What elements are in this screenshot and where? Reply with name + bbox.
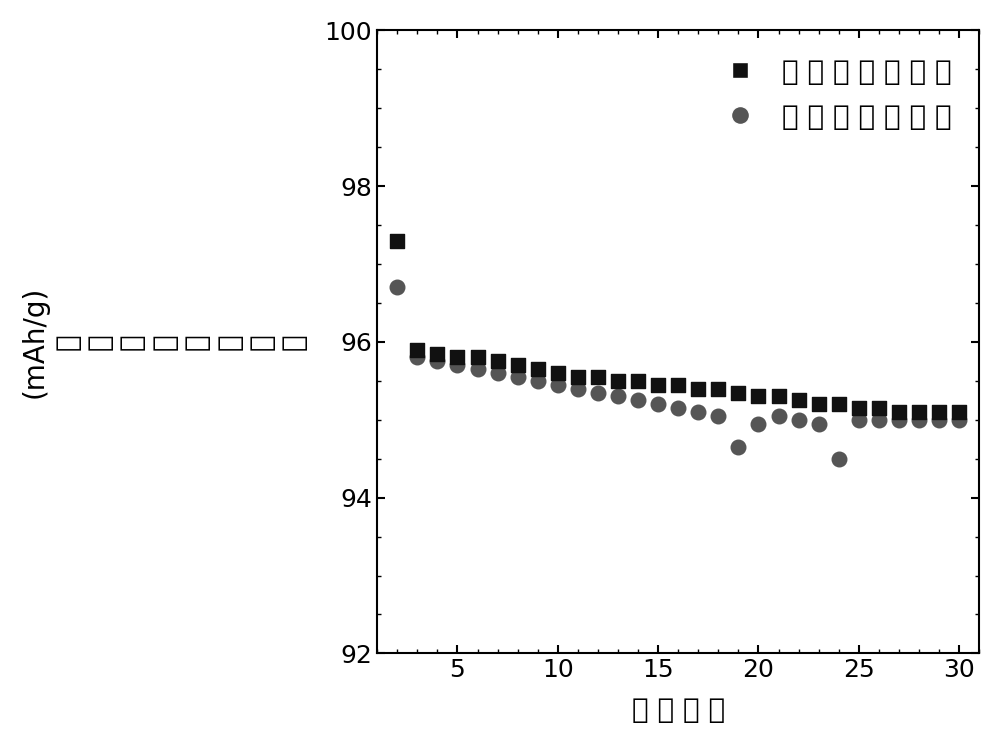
充 电 比 质 量 容 量 (710, 383, 726, 395)
充 电 比 质 量 容 量 (811, 399, 827, 410)
放 电 比 质 量 容 量 (510, 371, 526, 383)
放 电 比 质 量 容 量 (750, 418, 766, 430)
放 电 比 质 量 容 量 (429, 355, 445, 367)
充 电 比 质 量 容 量 (931, 406, 947, 418)
充 电 比 质 量 容 量 (750, 390, 766, 402)
充 电 比 质 量 容 量 (449, 352, 465, 364)
充 电 比 质 量 容 量 (951, 406, 967, 418)
放 电 比 质 量 容 量 (630, 394, 646, 406)
放 电 比 质 量 容 量 (530, 375, 546, 387)
充 电 比 质 量 容 量 (791, 394, 807, 406)
放 电 比 质 量 容 量 (791, 413, 807, 425)
放 电 比 质 量 容 量 (931, 413, 947, 425)
放 电 比 质 量 容 量 (911, 413, 927, 425)
放 电 比 质 量 容 量 (389, 282, 405, 294)
X-axis label: 循 环 次 数: 循 环 次 数 (632, 696, 725, 724)
充 电 比 质 量 容 量 (771, 390, 787, 402)
放 电 比 质 量 容 量 (590, 387, 606, 399)
放 电 比 质 量 容 量 (409, 352, 425, 364)
放 电 比 质 量 容 量 (690, 406, 706, 418)
放 电 比 质 量 容 量 (730, 441, 746, 453)
充 电 比 质 量 容 量 (510, 359, 526, 371)
充 电 比 质 量 容 量 (570, 371, 586, 383)
放 电 比 质 量 容 量 (871, 413, 887, 425)
充 电 比 质 量 容 量 (851, 402, 867, 414)
充 电 比 质 量 容 量 (630, 375, 646, 387)
放 电 比 质 量 容 量 (891, 413, 907, 425)
放 电 比 质 量 容 量 (951, 413, 967, 425)
充 电 比 质 量 容 量 (389, 235, 405, 247)
放 电 比 质 量 容 量 (771, 410, 787, 422)
放 电 比 质 量 容 量 (710, 410, 726, 422)
放 电 比 质 量 容 量 (610, 390, 626, 402)
放 电 比 质 量 容 量 (470, 363, 486, 375)
充 电 比 质 量 容 量 (490, 355, 506, 367)
充 电 比 质 量 容 量 (590, 371, 606, 383)
放 电 比 质 量 容 量 (449, 359, 465, 371)
放 电 比 质 量 容 量 (650, 399, 666, 410)
放 电 比 质 量 容 量 (811, 418, 827, 430)
充 电 比 质 量 容 量 (911, 406, 927, 418)
充 电 比 质 量 容 量 (610, 375, 626, 387)
放 电 比 质 量 容 量 (851, 413, 867, 425)
充 电 比 质 量 容 量 (730, 387, 746, 399)
充 电 比 质 量 容 量 (831, 399, 847, 410)
充 电 比 质 量 容 量 (871, 402, 887, 414)
Y-axis label: (mAh/g)
充
放
电
比
质
量
容
量: (mAh/g) 充 放 电 比 质 量 容 量 (21, 286, 308, 398)
充 电 比 质 量 容 量 (409, 343, 425, 355)
充 电 比 质 量 容 量 (530, 363, 546, 375)
充 电 比 质 量 容 量 (650, 378, 666, 390)
放 电 比 质 量 容 量 (490, 367, 506, 379)
充 电 比 质 量 容 量 (550, 367, 566, 379)
放 电 比 质 量 容 量 (570, 383, 586, 395)
充 电 比 质 量 容 量 (670, 378, 686, 390)
充 电 比 质 量 容 量 (891, 406, 907, 418)
Legend: 充 电 比 质 量 容 量, 放 电 比 质 量 容 量: 充 电 比 质 量 容 量, 放 电 比 质 量 容 量 (698, 44, 965, 145)
充 电 比 质 量 容 量 (429, 348, 445, 360)
充 电 比 质 量 容 量 (470, 352, 486, 364)
放 电 比 质 量 容 量 (670, 402, 686, 414)
放 电 比 质 量 容 量 (831, 453, 847, 465)
放 电 比 质 量 容 量 (550, 378, 566, 390)
充 电 比 质 量 容 量 (690, 383, 706, 395)
